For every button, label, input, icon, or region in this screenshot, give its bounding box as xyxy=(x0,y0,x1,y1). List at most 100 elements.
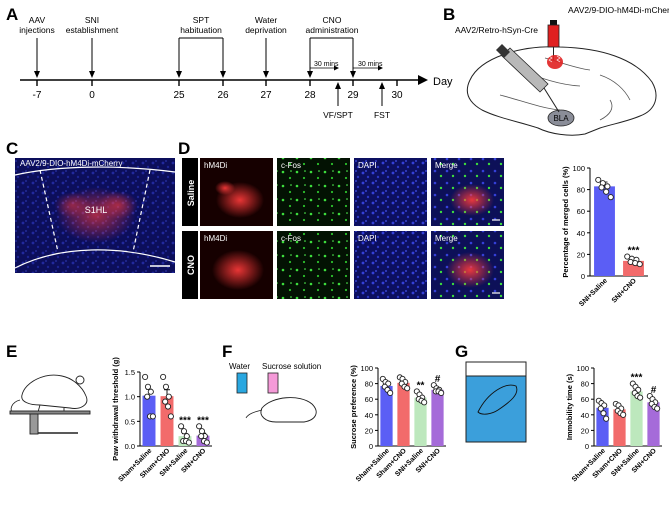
y-axis-label: Sucrose preference (%) xyxy=(349,365,358,449)
panel-label-e: E xyxy=(6,342,17,361)
day-tick-label: 25 xyxy=(173,90,185,101)
y-tick-label: 1.0 xyxy=(125,393,135,402)
bar xyxy=(431,389,444,446)
data-point xyxy=(620,411,627,418)
panel-label-c: C xyxy=(6,139,18,158)
category-label: SNI+CNO xyxy=(611,277,638,304)
y-tick-label: 0.5 xyxy=(125,417,135,426)
data-point xyxy=(144,383,152,390)
y-tick-label: 80 xyxy=(577,186,585,195)
data-point xyxy=(595,176,602,183)
data-point xyxy=(142,373,149,380)
histology-image: AAV2/9-DIO-hM4Di-mCherry S1HL xyxy=(14,158,176,273)
bar xyxy=(594,186,615,276)
water-bottle-icon xyxy=(236,372,248,394)
y-tick-label: 0.0 xyxy=(125,442,135,451)
col-label-cfos: c-Fos xyxy=(281,161,301,170)
sucrose-test-schematic: Water Sucrose solution xyxy=(229,362,321,423)
data-point xyxy=(178,423,185,430)
col-label-hm4di: hM4Di xyxy=(204,161,227,170)
category-label: SNI+Saline xyxy=(578,277,609,308)
y-tick-label: 0 xyxy=(585,442,589,451)
event-water-line1: Water xyxy=(255,15,278,25)
data-point xyxy=(203,439,210,446)
y-tick-label: 100 xyxy=(576,364,589,373)
panel-label-g: G xyxy=(455,342,468,361)
significance-label: # xyxy=(651,385,657,396)
day-tick-label: 30 xyxy=(391,90,403,101)
timeline-arrowhead xyxy=(418,75,428,85)
event-spt-line1: SPT xyxy=(193,15,210,25)
event-aav-line2: injections xyxy=(19,25,54,35)
data-point xyxy=(387,389,394,397)
y-tick-label: 40 xyxy=(365,411,373,420)
data-point xyxy=(149,413,156,420)
data-point xyxy=(196,423,203,430)
event-spt-line2: habituation xyxy=(180,25,222,35)
data-point xyxy=(604,183,611,190)
mouse-icon xyxy=(260,397,317,423)
y-tick-label: 0 xyxy=(581,272,585,281)
event-sni-line2: establishment xyxy=(66,25,119,35)
timeline: Day -7 0 25 26 27 28 29 30 AAV injection… xyxy=(19,15,453,120)
day-tick-label: 28 xyxy=(304,90,316,101)
event-water-line2: deprivation xyxy=(245,25,287,35)
significance-label: *** xyxy=(197,415,209,426)
data-point xyxy=(637,394,644,401)
y-tick-label: 20 xyxy=(577,250,585,259)
row-label-saline: Saline xyxy=(186,180,196,207)
y-tick-label: 80 xyxy=(365,380,373,389)
chart-paw: 0.0 0.5 1.0 1.5 Paw withdrawal threshold (g)… xyxy=(111,357,212,483)
col-label-cfos: c-Fos xyxy=(281,234,301,243)
y-axis-label: Immobility time (s) xyxy=(565,373,574,440)
data-point xyxy=(654,405,661,412)
y-tick-label: 20 xyxy=(581,426,589,435)
sucrose-bottle-icon xyxy=(267,372,279,394)
event-aav-line1: AAV xyxy=(29,15,46,25)
y-tick-label: 100 xyxy=(572,164,585,173)
y-tick-label: 20 xyxy=(365,426,373,435)
col-label-hm4di: hM4Di xyxy=(204,234,227,243)
s1hl-label: S1HL xyxy=(85,205,108,215)
col-label-merge: Merge xyxy=(435,234,458,243)
data-point xyxy=(598,184,605,191)
significance-label: # xyxy=(435,374,441,385)
bla-label: BLA xyxy=(553,114,569,123)
day-tick-label: -7 xyxy=(33,90,42,101)
data-point xyxy=(198,433,205,440)
timeline-ticks xyxy=(36,80,398,86)
row-label-cno: CNO xyxy=(186,255,196,275)
data-point xyxy=(147,388,154,395)
data-point xyxy=(603,415,610,422)
data-point xyxy=(162,383,170,390)
significance-label: *** xyxy=(179,415,191,426)
bar xyxy=(647,402,660,446)
data-point xyxy=(597,405,604,412)
data-point xyxy=(438,389,445,397)
day-tick-label: 27 xyxy=(260,90,272,101)
y-tick-label: 40 xyxy=(581,411,589,420)
panel-label-a: A xyxy=(6,5,18,24)
day-tick-label: 29 xyxy=(347,90,359,101)
y-tick-label: 80 xyxy=(581,380,589,389)
y-tick-label: 60 xyxy=(365,395,373,404)
grey-syringe-icon xyxy=(496,44,560,113)
data-point xyxy=(421,399,428,406)
brain-schematic: BLA AAV2/9-DIO-hM4Di-mCherry AAV2/Retro-… xyxy=(455,5,669,136)
y-tick-label: 60 xyxy=(577,207,585,216)
day-label: Day xyxy=(433,76,453,88)
von-frey-schematic-icon xyxy=(9,374,91,435)
y-tick-label: 40 xyxy=(577,229,585,238)
data-point xyxy=(603,188,610,195)
retro-vector-label: AAV2/Retro-hSyn-Cre xyxy=(455,25,538,35)
red-vector-label: AAV2/9-DIO-hM4Di-mCherry xyxy=(568,5,669,15)
bar xyxy=(630,391,643,446)
event-sni-line1: SNI xyxy=(85,15,99,25)
bar xyxy=(380,385,393,446)
interval-label-2: 30 mins xyxy=(358,61,383,68)
significance-label: ** xyxy=(417,380,425,391)
y-tick-label: 1.5 xyxy=(125,368,135,377)
